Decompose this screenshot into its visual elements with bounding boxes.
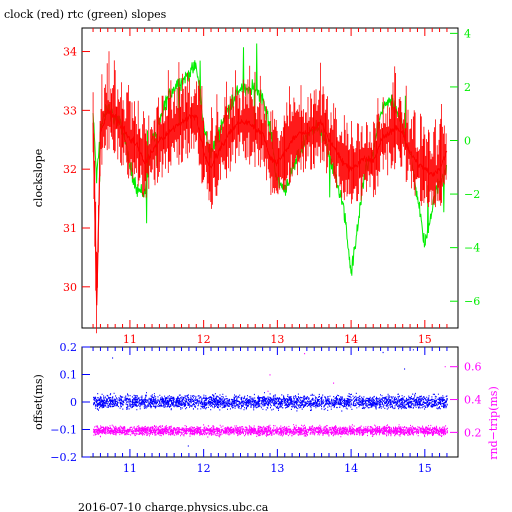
slope-y-axis-label: clockslope (32, 149, 45, 207)
slope-right-tick-label: −6 (464, 295, 480, 308)
slope-left-tick-label: 34 (63, 46, 77, 59)
slope-x-tick-label: 12 (197, 333, 211, 346)
slope-right-tick-label: −2 (464, 188, 480, 201)
offset-right-ticks: 0.2 0.4 0.6 (450, 361, 482, 439)
rndtrip-right-tick-label: 0.4 (464, 394, 482, 407)
series-clock-spikes (92, 51, 447, 334)
slope-left-tick-label: 33 (63, 104, 77, 117)
rndtrip-y-axis-label: rnd−trip(ms) (487, 386, 500, 460)
series-rndtrip (93, 353, 448, 438)
chart-title: clock (red) rtc (green) slopes (4, 8, 167, 21)
offset-left-tick-label: 0.2 (60, 341, 78, 354)
offset-left-ticks: −0.2 −0.1 0 0.1 0.2 (50, 341, 90, 464)
offset-series (93, 349, 448, 447)
offset-x-tick-label: 12 (197, 462, 211, 475)
offset-left-tick-label: −0.2 (50, 451, 77, 464)
slope-left-tick-label: 31 (63, 222, 77, 235)
slope-right-tick-label: 4 (464, 27, 471, 40)
slope-series (92, 43, 448, 334)
slope-right-ticks: −6 −4 −2 0 2 4 (450, 27, 480, 308)
slope-left-ticks: 30 31 32 33 34 (63, 46, 90, 294)
offset-left-tick-label: 0 (70, 396, 77, 409)
offset-y-axis-label: offset(ms) (32, 374, 45, 430)
footer-text: 2016-07-10 charge.physics.ubc.ca (78, 501, 269, 512)
offset-chart: offset(ms) rnd−trip(ms) −0.2 −0.1 0 0.1 0.2 … (32, 341, 500, 475)
rndtrip-right-tick-label: 0.2 (464, 426, 482, 439)
offset-left-tick-label: −0.1 (50, 424, 77, 437)
rndtrip-right-tick-label: 0.6 (464, 361, 482, 374)
slope-x-tick-label: 11 (123, 333, 137, 346)
slope-x-tick-label: 13 (270, 333, 284, 346)
offset-x-tick-label: 11 (123, 462, 137, 475)
slope-right-tick-label: 2 (464, 81, 471, 94)
slope-x-ticks: 11 12 13 14 15 (92, 28, 448, 346)
slope-right-tick-label: −4 (464, 242, 480, 255)
slope-chart: clockslope 30 31 32 33 34 −6 −4 −2 0 2 4 11 12 13 14… (32, 27, 480, 346)
series-offset (93, 349, 448, 447)
series-clock (92, 107, 448, 306)
offset-x-tick-label: 13 (270, 462, 284, 475)
offset-x-ticks: 11 12 13 14 15 (92, 347, 448, 475)
offset-x-tick-label: 14 (344, 462, 358, 475)
slope-x-tick-label: 14 (344, 333, 358, 346)
slope-left-tick-label: 30 (63, 281, 77, 294)
slope-x-tick-label: 15 (418, 333, 432, 346)
slope-left-tick-label: 32 (63, 163, 77, 176)
slope-right-tick-label: 0 (464, 135, 471, 148)
offset-left-tick-label: 0.1 (60, 369, 78, 382)
offset-x-tick-label: 15 (418, 462, 432, 475)
